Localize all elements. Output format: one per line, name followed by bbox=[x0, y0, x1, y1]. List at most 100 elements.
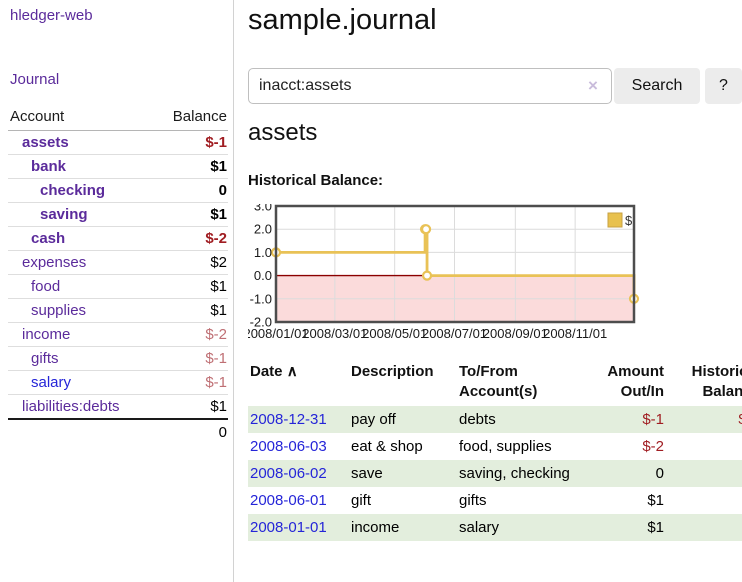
register-row: 2008-01-01 income salary $1$1 bbox=[248, 514, 742, 541]
transaction-accounts: salary bbox=[459, 519, 500, 536]
accounts-total-row: 0 bbox=[8, 418, 228, 441]
svg-text:-2.0: -2.0 bbox=[250, 315, 272, 330]
account-link[interactable]: checking bbox=[40, 181, 106, 199]
transaction-balance: $-1 bbox=[666, 406, 742, 433]
transaction-amount: $-1 bbox=[642, 411, 664, 428]
register-row: 2008-06-02 save saving, checking 0$2 bbox=[248, 460, 742, 487]
account-link[interactable]: supplies bbox=[31, 301, 87, 319]
account-balance: $-1 bbox=[153, 346, 228, 371]
accounts-total-value: 0 bbox=[153, 418, 228, 441]
account-link[interactable]: assets bbox=[22, 133, 69, 151]
svg-text:1.0: 1.0 bbox=[254, 245, 272, 260]
account-link[interactable]: cash bbox=[31, 229, 66, 247]
register-row: 2008-06-03 eat & shop food, supplies $-20 bbox=[248, 433, 742, 460]
transaction-description: eat & shop bbox=[351, 438, 423, 455]
sidebar-divider bbox=[233, 0, 234, 582]
search-form: × Search ? bbox=[248, 68, 742, 104]
register-table: Date ∧ Description To/From Account(s) Amo… bbox=[248, 358, 742, 541]
account-link[interactable]: bank bbox=[31, 157, 67, 175]
svg-text:2008/07/01: 2008/07/01 bbox=[422, 326, 487, 341]
svg-text:2008/09/01: 2008/09/01 bbox=[483, 326, 548, 341]
page-title: sample.journal bbox=[248, 4, 437, 36]
accounts-header-balance: Balance bbox=[153, 104, 228, 131]
transaction-date-link[interactable]: 2008-01-01 bbox=[250, 519, 327, 536]
transaction-balance: $1 bbox=[666, 514, 742, 541]
account-row: checking 0 bbox=[8, 178, 228, 203]
svg-text:2008/03/01: 2008/03/01 bbox=[302, 326, 367, 341]
accounts-tbody: assets $-1 bank $1 checking 0 saving $1 cash $-2 e… bbox=[8, 130, 228, 420]
register-tbody: 2008-12-31 pay off debts $-1$-1 2008-06-03 ea… bbox=[248, 406, 742, 541]
svg-text:0.0: 0.0 bbox=[254, 268, 272, 283]
account-row: food $1 bbox=[8, 274, 228, 299]
account-row: assets $-1 bbox=[8, 130, 228, 155]
account-link[interactable]: saving bbox=[40, 205, 88, 223]
register-row: 2008-06-01 gift gifts $1$2 bbox=[248, 487, 742, 514]
transaction-accounts: gifts bbox=[459, 492, 487, 509]
transaction-description: income bbox=[351, 519, 400, 536]
help-button[interactable]: ? bbox=[705, 68, 742, 104]
svg-text:2008/01/01: 2008/01/01 bbox=[248, 326, 309, 341]
account-row: supplies $1 bbox=[8, 298, 228, 323]
account-balance: $1 bbox=[153, 154, 228, 179]
account-balance: 0 bbox=[153, 178, 228, 203]
transaction-date-cell: 2008-06-02 bbox=[248, 460, 349, 487]
account-balance: $1 bbox=[153, 394, 228, 420]
accounts-header-account: Account bbox=[8, 104, 154, 131]
account-link[interactable]: liabilities:debts bbox=[22, 397, 120, 415]
app-title-link[interactable]: hledger-web bbox=[10, 7, 93, 24]
historical-balance-chart: $3.0 2.0 1.0 0.0 -1.0 -2.02008/01/012008/03/0… bbox=[248, 204, 640, 341]
account-row: bank $1 bbox=[8, 154, 228, 179]
transaction-accounts: debts bbox=[459, 411, 496, 428]
account-link[interactable]: food bbox=[31, 277, 61, 295]
transaction-description: save bbox=[351, 465, 383, 482]
account-row: salary $-1 bbox=[8, 370, 228, 395]
account-row: saving $1 bbox=[8, 202, 228, 227]
transaction-description: gift bbox=[351, 492, 372, 509]
account-row: gifts $-1 bbox=[8, 346, 228, 371]
account-page-title: assets bbox=[248, 119, 318, 146]
account-balance: $1 bbox=[153, 274, 228, 299]
register-header-description: Description bbox=[351, 363, 434, 380]
account-balance: $2 bbox=[153, 250, 228, 275]
account-link[interactable]: gifts bbox=[31, 349, 59, 367]
account-row: liabilities:debts $1 bbox=[8, 394, 228, 420]
search-button[interactable]: Search bbox=[614, 68, 700, 104]
transaction-amount: 0 bbox=[655, 465, 664, 482]
transaction-amount: $1 bbox=[647, 519, 664, 536]
transaction-date-link[interactable]: 2008-06-02 bbox=[250, 465, 327, 482]
register-row: 2008-12-31 pay off debts $-1$-1 bbox=[248, 406, 742, 433]
search-input[interactable] bbox=[248, 68, 612, 104]
transaction-balance: 0 bbox=[666, 433, 742, 460]
svg-text:2008/05/01: 2008/05/01 bbox=[362, 326, 427, 341]
sidebar-item-journal[interactable]: Journal bbox=[10, 71, 60, 88]
chart-title: Historical Balance: bbox=[248, 172, 384, 189]
clear-search-icon[interactable]: × bbox=[588, 76, 598, 95]
transaction-balance: $2 bbox=[666, 487, 742, 514]
account-balance: $-2 bbox=[153, 322, 228, 347]
account-row: expenses $2 bbox=[8, 250, 228, 275]
transaction-date-link[interactable]: 2008-12-31 bbox=[250, 411, 327, 428]
transaction-accounts: saving, checking bbox=[459, 465, 570, 482]
account-balance: $-2 bbox=[153, 226, 228, 251]
accounts-header-row: Account Balance bbox=[8, 104, 228, 131]
svg-text:3.0: 3.0 bbox=[254, 204, 272, 214]
account-link[interactable]: expenses bbox=[22, 253, 87, 271]
transaction-amount: $1 bbox=[647, 492, 664, 509]
transaction-date-cell: 2008-06-03 bbox=[248, 433, 349, 460]
transaction-date-cell: 2008-12-31 bbox=[248, 406, 349, 433]
sidebar: hledger-web Journal Account Balance asse… bbox=[0, 0, 233, 582]
transaction-date-link[interactable]: 2008-06-03 bbox=[250, 438, 327, 455]
account-balance: $-1 bbox=[153, 130, 228, 155]
svg-text:-1.0: -1.0 bbox=[250, 291, 272, 306]
transaction-date-cell: 2008-01-01 bbox=[248, 514, 349, 541]
register-header-date[interactable]: Date ∧ bbox=[250, 363, 298, 380]
svg-text:2.0: 2.0 bbox=[254, 222, 272, 237]
transaction-date-link[interactable]: 2008-06-01 bbox=[250, 492, 327, 509]
account-balance: $1 bbox=[153, 298, 228, 323]
svg-text:$: $ bbox=[625, 213, 633, 228]
account-link[interactable]: income bbox=[22, 325, 71, 343]
transaction-amount: $-2 bbox=[642, 438, 664, 455]
account-link[interactable]: salary bbox=[31, 373, 72, 391]
transaction-accounts: food, supplies bbox=[459, 438, 552, 455]
